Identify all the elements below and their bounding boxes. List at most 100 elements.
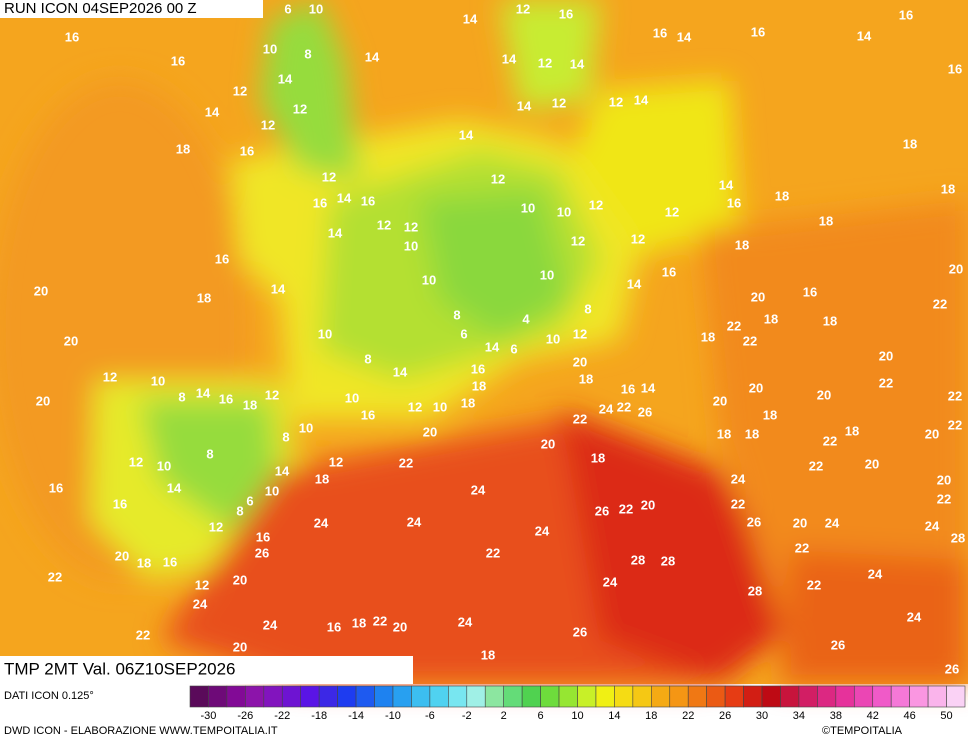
temp-label: 28 — [661, 553, 675, 568]
field-title: TMP 2MT Val. 06Z10SEP2026 — [4, 659, 236, 678]
run-box — [0, 0, 263, 18]
temp-label: 18 — [717, 426, 731, 441]
temp-label: 26 — [595, 503, 609, 518]
colorbar-cell — [780, 685, 800, 708]
temp-label: 26 — [747, 514, 761, 529]
temp-label: 12 — [103, 369, 117, 384]
colorbar-tick-label: 26 — [719, 710, 731, 722]
temp-label: 18 — [903, 136, 917, 151]
temp-label: 12 — [329, 454, 343, 469]
temp-label: 22 — [809, 458, 823, 473]
temp-label: 26 — [945, 661, 959, 676]
temp-label: 8 — [206, 446, 213, 461]
temp-label: 22 — [937, 491, 951, 506]
colorbar-cell — [817, 685, 837, 708]
temp-label: 26 — [831, 637, 845, 652]
temp-label: 22 — [617, 399, 631, 414]
temp-label: 14 — [205, 104, 220, 119]
temp-label: 12 — [573, 326, 587, 341]
temp-label: 16 — [163, 554, 177, 569]
colorbar-tick-label: 50 — [940, 710, 952, 722]
colorbar-cell — [946, 685, 966, 708]
temp-label: 24 — [603, 574, 618, 589]
temp-label: 16 — [621, 381, 635, 396]
temp-label: 16 — [899, 7, 913, 22]
temp-label: 22 — [807, 577, 821, 592]
temp-label: 12 — [491, 171, 505, 186]
colorbar-cell — [872, 685, 892, 708]
colorbar-cell — [503, 685, 523, 708]
temp-label: 16 — [948, 61, 962, 76]
temp-label: 20 — [573, 354, 587, 369]
colorbar-tick-label: -2 — [462, 710, 472, 722]
temp-label: 28 — [631, 552, 645, 567]
temp-label: 24 — [731, 471, 746, 486]
colorbar-tick-label: -6 — [425, 710, 435, 722]
temp-label: 12 — [261, 117, 275, 132]
colorbar-cell — [392, 685, 412, 708]
colorbar-cell — [577, 685, 597, 708]
colorbar: -30 -26 -22 -18 -14 -10 -6 -2 2 6 10 14 18 22 26 30 34 38… — [189, 685, 966, 722]
temp-label: 20 — [115, 548, 129, 563]
temp-label: 24 — [599, 401, 614, 416]
colorbar-cell — [411, 685, 431, 708]
temp-label: 12 — [631, 231, 645, 246]
temp-label: 14 — [393, 364, 408, 379]
temp-label: 10 — [540, 267, 554, 282]
field-box — [0, 656, 413, 684]
temp-label: 6 — [246, 493, 253, 508]
temp-label: 24 — [535, 523, 550, 538]
colorbar-cell — [651, 685, 671, 708]
temp-label: 10 — [557, 204, 571, 219]
temp-label: 12 — [665, 204, 679, 219]
temp-label: 20 — [865, 456, 879, 471]
colorbar-cell — [484, 685, 504, 708]
temp-label: 20 — [749, 380, 763, 395]
temp-label: 18 — [764, 311, 778, 326]
temp-label: 20 — [817, 387, 831, 402]
temp-label: 20 — [233, 639, 247, 654]
temp-label: 14 — [677, 29, 692, 44]
temp-label: 16 — [65, 29, 79, 44]
colorbar-cell — [540, 685, 560, 708]
temp-label: 16 — [240, 143, 254, 158]
colorbar-tick-label: 38 — [830, 710, 842, 722]
colorbar-cell — [281, 685, 302, 708]
temp-label: 8 — [178, 389, 185, 404]
temp-label: 12 — [552, 95, 566, 110]
temp-label: 24 — [471, 482, 486, 497]
temp-label: 20 — [925, 426, 939, 441]
temp-label: 14 — [365, 49, 380, 64]
temp-label: 18 — [481, 647, 495, 662]
temp-label: 18 — [176, 141, 190, 156]
temp-label: 16 — [113, 496, 127, 511]
temp-label: 22 — [823, 433, 837, 448]
colorbar-cell — [909, 685, 929, 708]
temp-label: 20 — [393, 619, 407, 634]
temp-label: 18 — [701, 329, 715, 344]
temp-label: 16 — [327, 619, 341, 634]
temp-label: 10 — [263, 41, 277, 56]
temp-label: 14 — [517, 98, 532, 113]
temp-label: 8 — [584, 301, 591, 316]
temp-label: 16 — [361, 407, 375, 422]
temp-label: 22 — [948, 388, 962, 403]
temp-label: 10 — [546, 331, 560, 346]
temp-label: 6 — [510, 341, 517, 356]
temp-label: 22 — [743, 333, 757, 348]
colorbar-cell — [743, 685, 763, 708]
colorbar-cell — [798, 685, 818, 708]
colorbar-cell — [890, 685, 910, 708]
temp-label: 20 — [879, 348, 893, 363]
temp-label: 16 — [471, 361, 485, 376]
temp-label: 12 — [516, 1, 530, 16]
colorbar-cell — [669, 685, 689, 708]
temp-label: 20 — [751, 289, 765, 304]
temp-label: 12 — [233, 83, 247, 98]
temp-label: 24 — [907, 609, 922, 624]
temp-label: 26 — [638, 404, 652, 419]
temp-label: 18 — [763, 407, 777, 422]
temp-label: 26 — [573, 624, 587, 639]
colorbar-tick-label: -18 — [311, 710, 327, 722]
